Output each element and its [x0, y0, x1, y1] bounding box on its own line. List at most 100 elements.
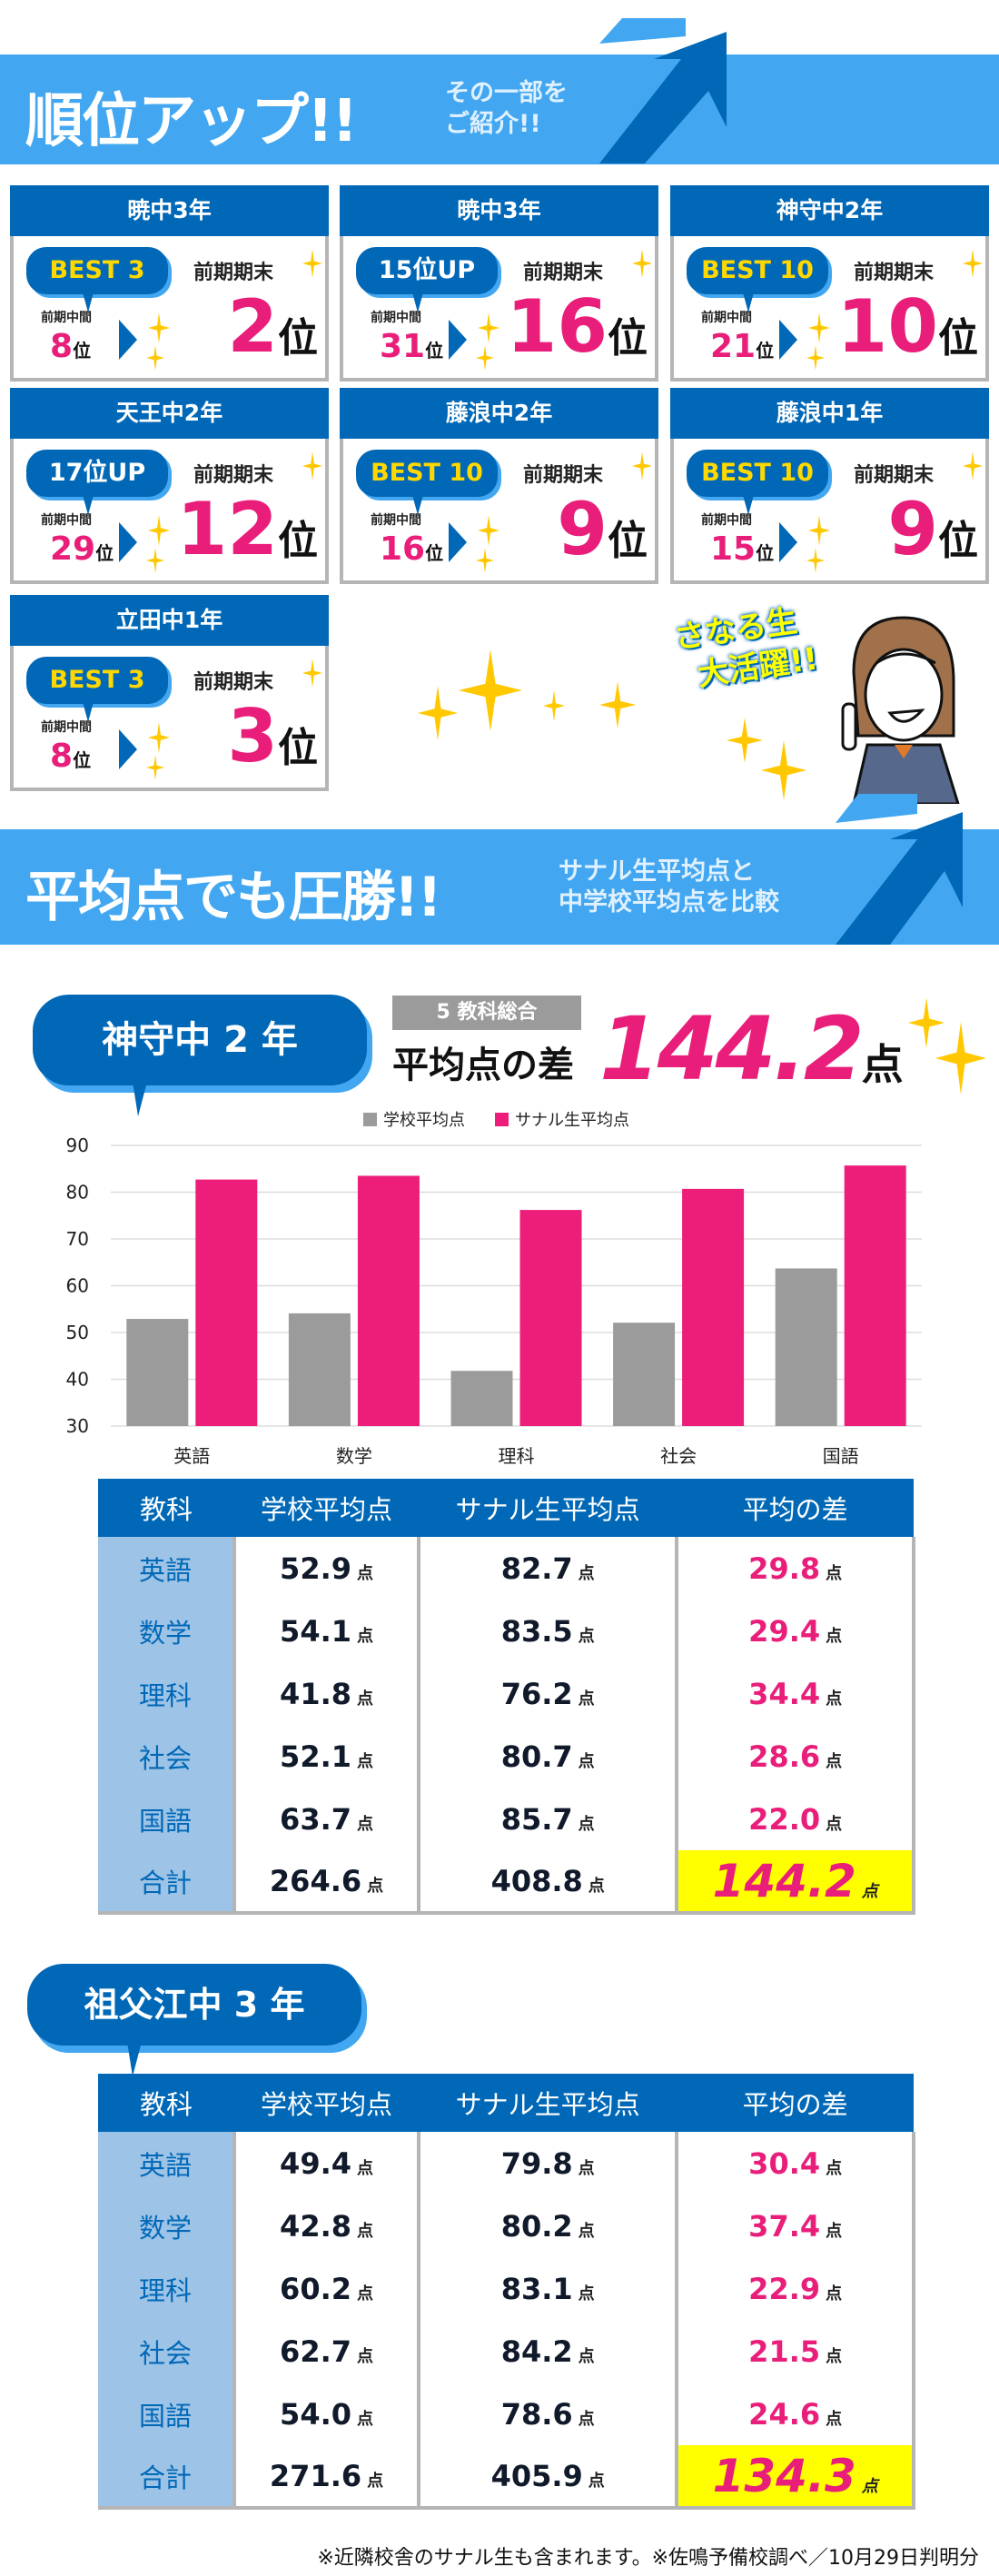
column-header: 学校平均点 — [234, 1479, 420, 1537]
sparkle-icon — [146, 548, 164, 573]
subject-cell: 理科 — [98, 1662, 234, 1725]
score-cell: 52.1 点 — [232, 1725, 420, 1788]
arrow-right-icon — [449, 522, 467, 562]
subject-cell: 数学 — [98, 1600, 234, 1662]
score-cell: 22.9 点 — [675, 2257, 915, 2320]
final-rank: 10位 — [836, 284, 978, 369]
score-cell: 54.1 点 — [232, 1600, 420, 1662]
card-school: 暁中3年 — [340, 185, 658, 236]
sparkle-icon — [908, 997, 945, 1048]
sparkle-icon — [632, 249, 652, 278]
table-row: 国語 54.0 点 78.6 点 24.6 点 — [98, 2383, 915, 2445]
arrow-up-right-icon — [836, 794, 963, 945]
column-header: 学校平均点 — [234, 2074, 420, 2132]
mid-label: 前期中間 — [701, 311, 752, 325]
final-label: 前期期末 — [854, 464, 935, 487]
final-rank: 9位 — [557, 487, 648, 571]
total-diff-value: 144.2点 — [599, 998, 904, 1100]
rank-badge: BEST 3 — [26, 657, 168, 722]
score-cell: 80.2 点 — [417, 2195, 678, 2257]
sparkle-icon — [302, 451, 322, 481]
mid-rank: 29位 — [50, 530, 114, 568]
score-cell: 42.8 点 — [232, 2195, 420, 2257]
banner-subtitle: その一部を ご紹介!! — [445, 79, 568, 138]
card-school: 神守中2年 — [670, 185, 989, 236]
sparkle-icon — [418, 686, 458, 740]
score-cell: 29.8 点 — [675, 1537, 915, 1600]
arrow-up-right-icon — [599, 18, 727, 163]
sparkle-icon — [146, 345, 164, 371]
mid-label: 前期中間 — [371, 513, 421, 528]
score-cell: 52.9 点 — [232, 1537, 420, 1600]
mid-rank: 16位 — [380, 530, 444, 568]
y-tick-label: 30 — [66, 1415, 89, 1437]
arrow-right-icon — [779, 522, 797, 562]
bar-school — [450, 1371, 513, 1426]
sparkle-icon — [543, 690, 565, 721]
arrow-right-icon — [119, 320, 137, 360]
bar-school — [126, 1319, 189, 1426]
column-header: 教科 — [98, 2074, 234, 2132]
final-label: 前期期末 — [523, 262, 604, 284]
score-cell: 30.4 点 — [675, 2132, 915, 2195]
score-cell: 271.6 点 — [232, 2445, 420, 2510]
subject-cell: 合計 — [98, 1850, 234, 1915]
column-header: 平均の差 — [677, 1479, 914, 1537]
sparkle-icon — [963, 451, 983, 481]
x-tick-label: 国語 — [823, 1445, 859, 1467]
table-header: 教科 学校平均点 サナル生平均点 平均の差 — [98, 1479, 914, 1537]
rank-badge: BEST 10 — [687, 247, 828, 312]
rank-badge: BEST 10 — [687, 450, 828, 515]
score-cell: 28.6 点 — [675, 1725, 915, 1788]
legend-label: 学校平均点 — [383, 1111, 465, 1130]
bar-sanaru — [682, 1188, 745, 1426]
average-score-banner: 平均点でも圧勝!! サナル生平均点と 中学校平均点を比較 — [0, 829, 999, 945]
score-cell: 24.6 点 — [675, 2383, 915, 2445]
table-row: 英語 49.4 点 79.8 点 30.4 点 — [98, 2132, 915, 2195]
card-school: 立田中1年 — [10, 595, 329, 646]
subject-tag: 5 教科総合 — [392, 996, 581, 1030]
mid-label: 前期中間 — [371, 311, 421, 325]
mid-label: 前期中間 — [41, 513, 92, 528]
rank-card: 神守中2年 BEST 10 前期期末 前期中間 21位 10位 — [670, 185, 989, 381]
rank-badge: BEST 10 — [356, 450, 498, 515]
score-cell: 264.6 点 — [232, 1850, 420, 1915]
rank-badge: 17位UP — [26, 450, 168, 515]
score-cell: 408.8 点 — [417, 1850, 678, 1915]
column-header: 平均の差 — [677, 2074, 914, 2132]
card-school: 暁中3年 — [10, 185, 329, 236]
score-cell: 134.3 点 — [675, 2445, 915, 2510]
diff-label: 平均点の差 — [392, 1045, 574, 1086]
score-cell: 83.1 点 — [417, 2257, 678, 2320]
score-cell: 144.2 点 — [675, 1850, 915, 1915]
mid-rank: 21位 — [710, 328, 775, 365]
arrow-right-icon — [449, 320, 467, 360]
final-rank: 2位 — [227, 284, 318, 369]
subject-cell: 合計 — [98, 2445, 234, 2510]
score-cell: 63.7 点 — [232, 1788, 420, 1850]
legend-label: サナル生平均点 — [515, 1111, 629, 1130]
final-label: 前期期末 — [193, 262, 274, 284]
bar-school — [288, 1313, 351, 1426]
y-tick-label: 80 — [66, 1182, 89, 1204]
card-school: 天王中2年 — [10, 388, 329, 439]
final-label: 前期期末 — [523, 464, 604, 487]
rank-up-banner: 順位アップ!! その一部を ご紹介!! — [0, 54, 999, 164]
column-header: 教科 — [98, 1479, 234, 1537]
footnote: ※近隣校舎のサナル生も含まれます。※佐鳴予備校調べ／10月29日判明分 — [317, 2547, 979, 2570]
column-header: サナル生平均点 — [419, 1479, 678, 1537]
final-label: 前期期末 — [193, 464, 274, 487]
score-cell: 76.2 点 — [417, 1662, 678, 1725]
y-tick-label: 70 — [66, 1228, 89, 1250]
score-table-1: 教科 学校平均点 サナル生平均点 平均の差 英語 52.9 点 82.7 点 29.8 点数学 54.… — [98, 1479, 915, 1915]
sparkle-icon — [459, 649, 522, 731]
x-tick-label: 社会 — [660, 1445, 697, 1467]
score-cell: 37.4 点 — [675, 2195, 915, 2257]
rank-card: 藤浪中2年 BEST 10 前期期末 前期中間 16位 9位 — [340, 388, 658, 584]
sparkle-icon — [808, 515, 830, 546]
sparkle-icon — [806, 345, 825, 371]
table-row: 数学 54.1 点 83.5 点 29.4 点 — [98, 1600, 915, 1662]
bar-sanaru — [844, 1165, 906, 1426]
table-row: 理科 60.2 点 83.1 点 22.9 点 — [98, 2257, 915, 2320]
bar-sanaru — [357, 1175, 420, 1426]
